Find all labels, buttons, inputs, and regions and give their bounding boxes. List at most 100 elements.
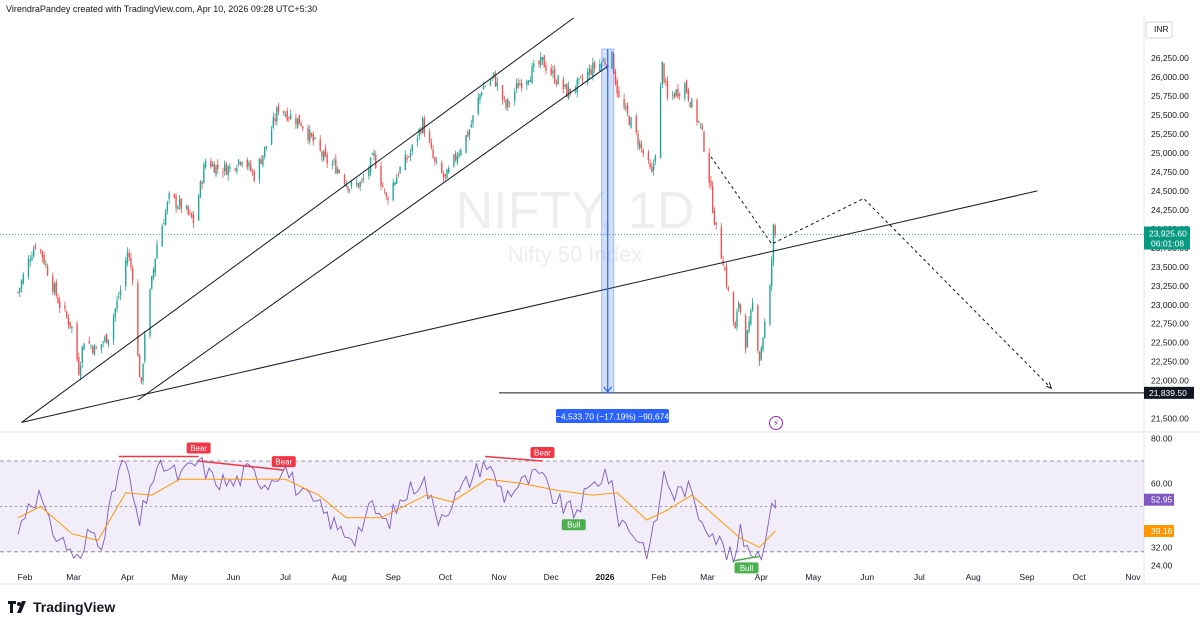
divergence-line (733, 555, 760, 562)
candle-up (29, 259, 31, 262)
candle-up (738, 302, 740, 309)
candle-up (178, 199, 181, 207)
price-tick-label: 25,750.00 (1151, 91, 1189, 101)
candle-up (458, 153, 460, 156)
candle-down (732, 291, 735, 322)
candle-down (250, 163, 252, 171)
candle-up (126, 252, 129, 264)
candle-down (444, 174, 446, 177)
candle-down (88, 341, 90, 344)
candle-down (69, 321, 71, 328)
candle-up (602, 60, 604, 62)
price-tick-label: 22,000.00 (1151, 376, 1189, 386)
candle-down (701, 125, 703, 130)
candle-down (593, 62, 596, 69)
candle-up (515, 83, 518, 89)
time-tick-label: Dec (544, 572, 560, 582)
price-tick-label: 24,750.00 (1151, 167, 1189, 177)
candle-down (64, 305, 66, 309)
rsi-pane[interactable]: Bear Bear Bear Bull Bull (0, 442, 1144, 574)
time-tick-label: May (172, 572, 189, 582)
time-tick-label: Mar (66, 572, 81, 582)
candle-up (519, 83, 521, 86)
candle-down (677, 88, 679, 97)
price-tick-label: 23,000.00 (1151, 300, 1189, 310)
candle-up (368, 169, 370, 176)
candle-up (468, 130, 471, 136)
price-axis[interactable]: INR 26,250.00 26,000.00 25,750.00 25,500.00 2… (1144, 21, 1194, 570)
rsi-ma-value-tag (1144, 525, 1174, 538)
rsi-line (17, 456, 776, 563)
candle-down (312, 134, 314, 142)
candle-up (418, 128, 420, 136)
price-tick-label: 23,250.00 (1151, 281, 1189, 291)
candle-up (350, 181, 353, 187)
candle-up (435, 161, 438, 163)
candle-down (408, 156, 410, 158)
candle-down (128, 253, 130, 258)
candle-down (192, 214, 195, 223)
candle-down (538, 61, 540, 65)
candle-up (309, 130, 311, 142)
candle-up (477, 97, 479, 114)
candle-up (392, 182, 394, 200)
candle-down (319, 139, 321, 151)
candle-up (567, 86, 570, 99)
candle-up (600, 63, 603, 68)
candle-down (76, 323, 78, 360)
candle-down (277, 105, 280, 112)
candle-down (397, 174, 400, 176)
candle-up (102, 342, 104, 344)
candle-down (175, 196, 177, 208)
tradingview-brand[interactable]: TradingView (8, 598, 115, 616)
candle-up (22, 274, 24, 284)
candle-down (326, 154, 328, 164)
candle-down (17, 291, 19, 293)
last-price-value: 23,925.60 (1149, 229, 1187, 239)
candle-up (215, 165, 217, 176)
candle-up (404, 154, 406, 170)
candle-down (46, 266, 49, 276)
candle-up (185, 206, 188, 209)
candle-up (211, 163, 214, 167)
candle-up (460, 150, 462, 155)
time-tick-label: Sep (1019, 572, 1034, 582)
candle-up (588, 68, 591, 75)
candle-down (57, 297, 59, 304)
candle-up (751, 302, 754, 311)
candle-up (557, 76, 559, 85)
target-price-tag (1144, 386, 1194, 399)
candle-up (395, 177, 398, 184)
candle-down (494, 74, 497, 87)
time-tick-label: Aug (966, 572, 981, 582)
candle-up (203, 164, 205, 184)
candle-up (482, 86, 485, 90)
candle-up (322, 151, 325, 161)
candle-down (302, 126, 304, 129)
candle-up (149, 289, 151, 337)
candle-up (373, 152, 375, 156)
candle-up (764, 321, 766, 338)
lightning-event-icon[interactable]: ⚡ (769, 416, 783, 430)
candle-down (569, 88, 571, 93)
candle-down (286, 110, 288, 121)
candle-up (151, 276, 153, 289)
candle-up (125, 260, 127, 287)
candle-down (467, 131, 469, 137)
candle-up (331, 164, 334, 166)
candle-up (541, 57, 544, 60)
trendline (21, 190, 1038, 423)
candle-down (201, 182, 203, 185)
bull-divergence-label: Bull (740, 564, 754, 573)
candle-down (213, 163, 215, 173)
bear-divergence-badge (271, 456, 296, 468)
candle-down (612, 53, 615, 74)
time-axis[interactable]: Feb Mar Apr May Jun Jul Aug Sep Oct Nov Dec 2026 Feb… (18, 572, 1142, 582)
candle-up (224, 163, 226, 171)
candle-up (496, 82, 499, 87)
candle-down (442, 173, 445, 178)
candle-down (635, 116, 637, 132)
candle-down (757, 305, 759, 351)
